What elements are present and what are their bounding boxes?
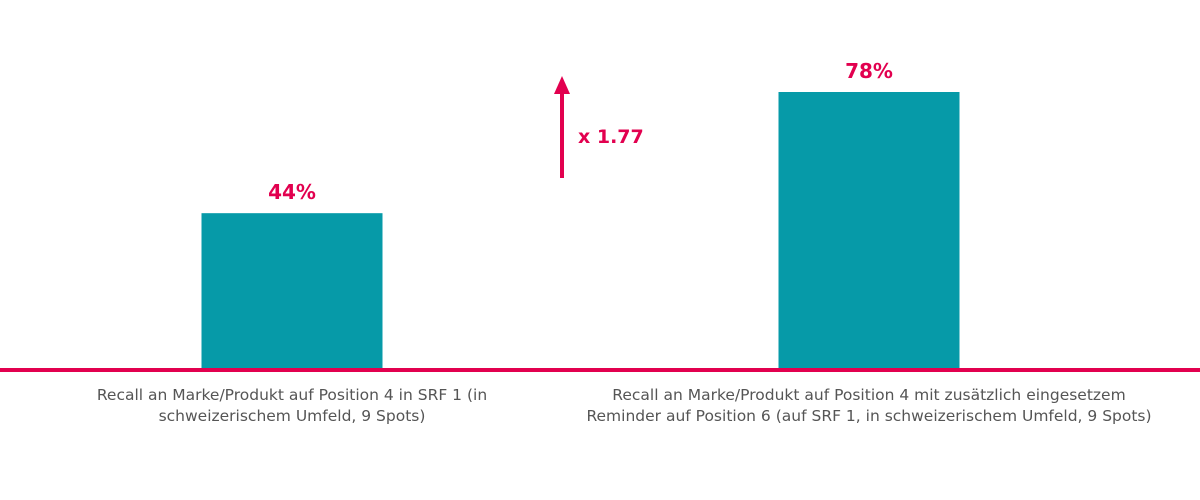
bar-value-label: 44%: [268, 180, 316, 204]
up-arrow-icon: [554, 76, 570, 94]
bar: [778, 92, 960, 370]
bar: [201, 213, 383, 370]
category-label: Recall an Marke/Produkt auf Position 4 i…: [96, 386, 488, 425]
bar-value-label: 78%: [845, 59, 893, 83]
bars-group: [201, 92, 960, 370]
multiplier-annotation: x 1.77: [554, 76, 644, 178]
multiplier-label: x 1.77: [578, 126, 644, 148]
category-label: Recall an Marke/Produkt auf Position 4 m…: [586, 386, 1152, 425]
value-labels-group: 44% 78%: [268, 59, 893, 204]
